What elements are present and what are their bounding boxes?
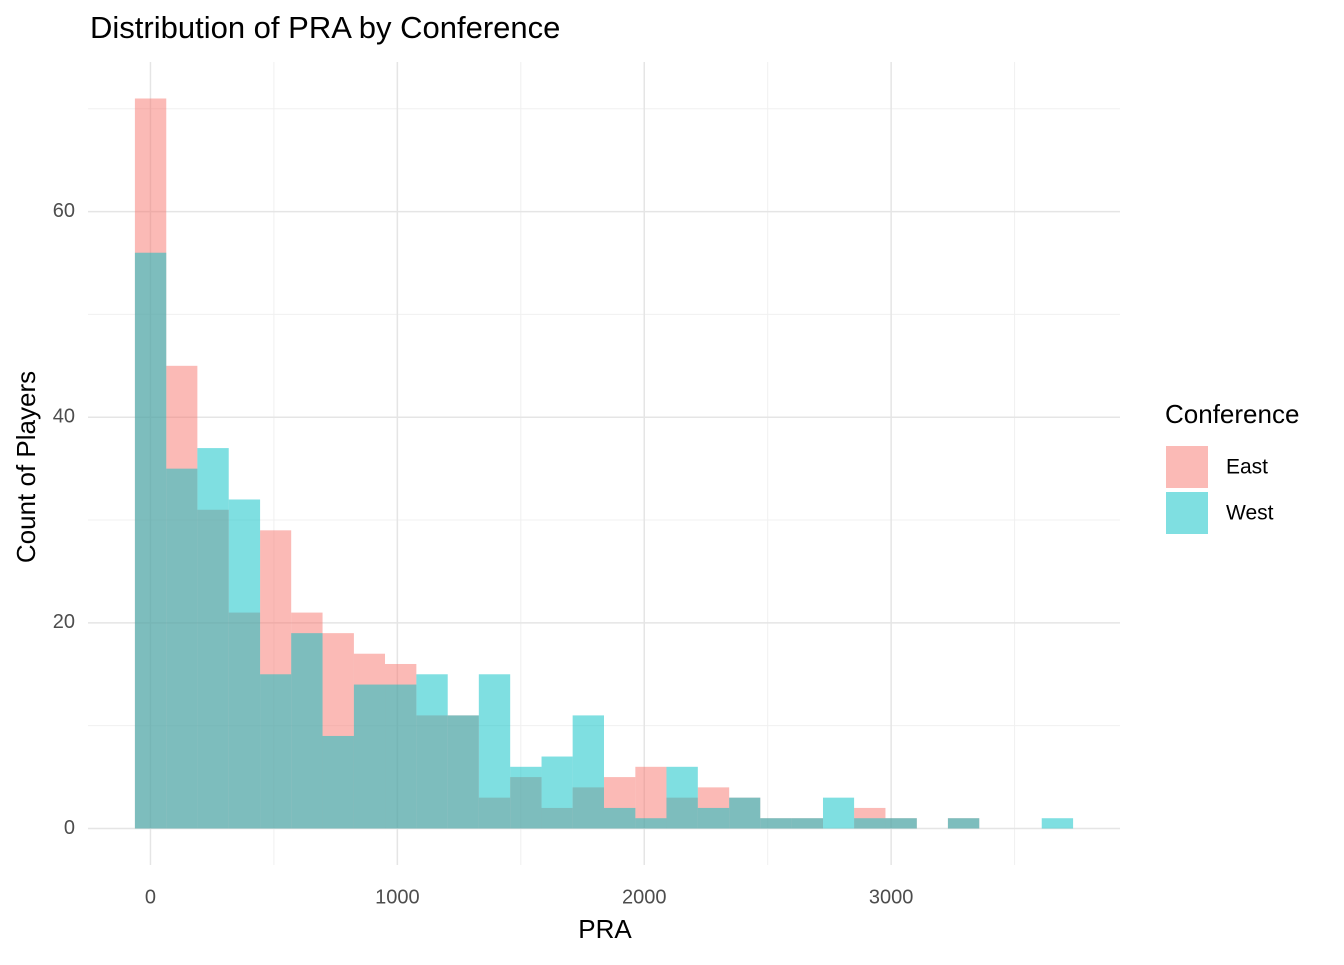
legend-title: Conference [1165, 399, 1299, 429]
bar [478, 674, 511, 829]
y-tick-label: 20 [53, 611, 75, 633]
chart-title: Distribution of PRA by Conference [90, 10, 560, 45]
y-tick-label: 60 [53, 200, 75, 222]
bar [947, 818, 980, 829]
bar [510, 766, 542, 829]
x-tick-label: 3000 [869, 886, 914, 908]
bar [666, 766, 698, 829]
bar [228, 499, 261, 829]
bar [635, 818, 667, 829]
legend-swatch [1166, 446, 1208, 488]
bar [166, 468, 198, 829]
legend-label: West [1226, 502, 1274, 525]
legend-label: East [1226, 456, 1268, 479]
bar [322, 735, 354, 829]
bar [291, 633, 323, 829]
bar [353, 684, 386, 829]
bar [134, 252, 167, 829]
bar [1041, 818, 1074, 829]
y-tick-label: 0 [64, 817, 75, 839]
bar [885, 818, 917, 829]
bar [697, 807, 730, 829]
bar [197, 448, 229, 829]
bar [572, 715, 604, 829]
bar [822, 797, 855, 829]
x-tick-label: 0 [145, 886, 156, 908]
bar [604, 807, 636, 829]
bar [416, 674, 448, 829]
bar [760, 818, 792, 829]
bar [541, 756, 573, 829]
x-tick-label: 1000 [375, 886, 420, 908]
legend-swatch [1166, 492, 1208, 534]
bar [729, 797, 761, 829]
y-tick-label: 40 [53, 406, 75, 428]
bar [385, 684, 417, 829]
bar [791, 818, 823, 829]
x-axis-label: PRA [578, 914, 632, 944]
bar [854, 818, 886, 829]
y-axis-label: Count of Players [11, 371, 41, 563]
x-tick-label: 2000 [622, 886, 667, 908]
bar [260, 674, 292, 829]
bar [447, 715, 479, 829]
